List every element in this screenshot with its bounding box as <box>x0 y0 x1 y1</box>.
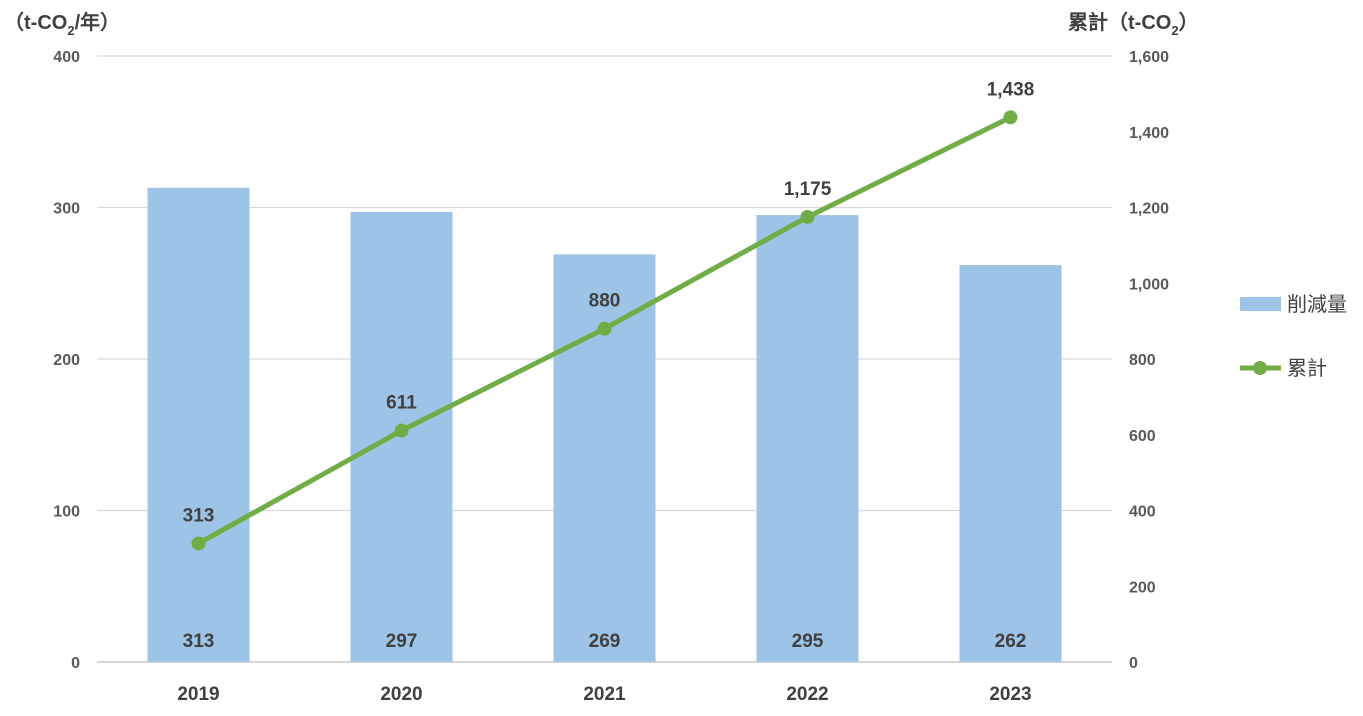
line-marker <box>191 536 206 551</box>
right-tick-label: 1,600 <box>1129 49 1169 66</box>
legend-bar-swatch <box>1240 297 1281 311</box>
legend-line-label: 累計 <box>1287 357 1327 380</box>
line-data-label: 611 <box>386 393 417 414</box>
left-tick-label: 400 <box>53 49 80 66</box>
right-axis-ticks: 0 200 400 600 800 1,000 1,200 1,400 1,600 <box>1129 49 1169 672</box>
x-tick-label: 2019 <box>177 684 219 705</box>
left-tick-label: 0 <box>71 655 80 672</box>
line-data-label: 880 <box>589 291 621 312</box>
bar-data-label: 269 <box>589 631 621 652</box>
x-tick-label: 2021 <box>583 684 626 705</box>
bar-series: 313 297 269 295 262 <box>147 187 1062 663</box>
bar-data-label: 262 <box>995 631 1027 652</box>
left-tick-label: 300 <box>53 201 80 218</box>
line-data-label: 1,175 <box>784 179 832 200</box>
x-tick-label: 2023 <box>989 684 1031 705</box>
legend-line-marker <box>1253 361 1267 375</box>
line-data-label: 1,438 <box>987 79 1035 100</box>
x-tick-label: 2020 <box>380 684 422 705</box>
bar-data-label: 313 <box>183 631 215 652</box>
right-tick-label: 1,200 <box>1129 201 1169 218</box>
x-axis-ticks: 2019 2020 2021 2022 2023 <box>177 684 1031 705</box>
line-series: 313 611 880 1,175 1,438 <box>183 79 1035 551</box>
legend: 削減量 累計 <box>1240 293 1347 380</box>
right-tick-label: 600 <box>1129 428 1156 445</box>
bar <box>756 215 859 662</box>
right-tick-label: 1,000 <box>1129 276 1169 293</box>
bar <box>147 187 250 662</box>
right-tick-label: 400 <box>1129 504 1156 521</box>
left-tick-label: 200 <box>53 352 80 369</box>
bar <box>959 265 1062 662</box>
legend-bar-label: 削減量 <box>1287 293 1347 316</box>
right-axis-title: 累計（t-CO2） <box>1068 10 1199 38</box>
line-marker <box>394 423 409 438</box>
bar-data-label: 295 <box>792 631 824 652</box>
right-tick-label: 0 <box>1129 655 1138 672</box>
line-marker <box>800 209 815 224</box>
left-tick-label: 100 <box>53 504 80 521</box>
right-tick-label: 800 <box>1129 352 1156 369</box>
left-axis-title: （t-CO2/年） <box>4 10 120 38</box>
line-marker <box>1003 110 1018 125</box>
line-marker <box>597 321 612 336</box>
right-tick-label: 1,400 <box>1129 125 1169 142</box>
left-axis-ticks: 0 100 200 300 400 <box>53 49 80 672</box>
line-data-label: 313 <box>183 505 215 526</box>
x-tick-label: 2022 <box>786 684 828 705</box>
bar <box>553 254 656 662</box>
bar-data-label: 297 <box>386 631 418 652</box>
right-tick-label: 200 <box>1129 579 1156 596</box>
